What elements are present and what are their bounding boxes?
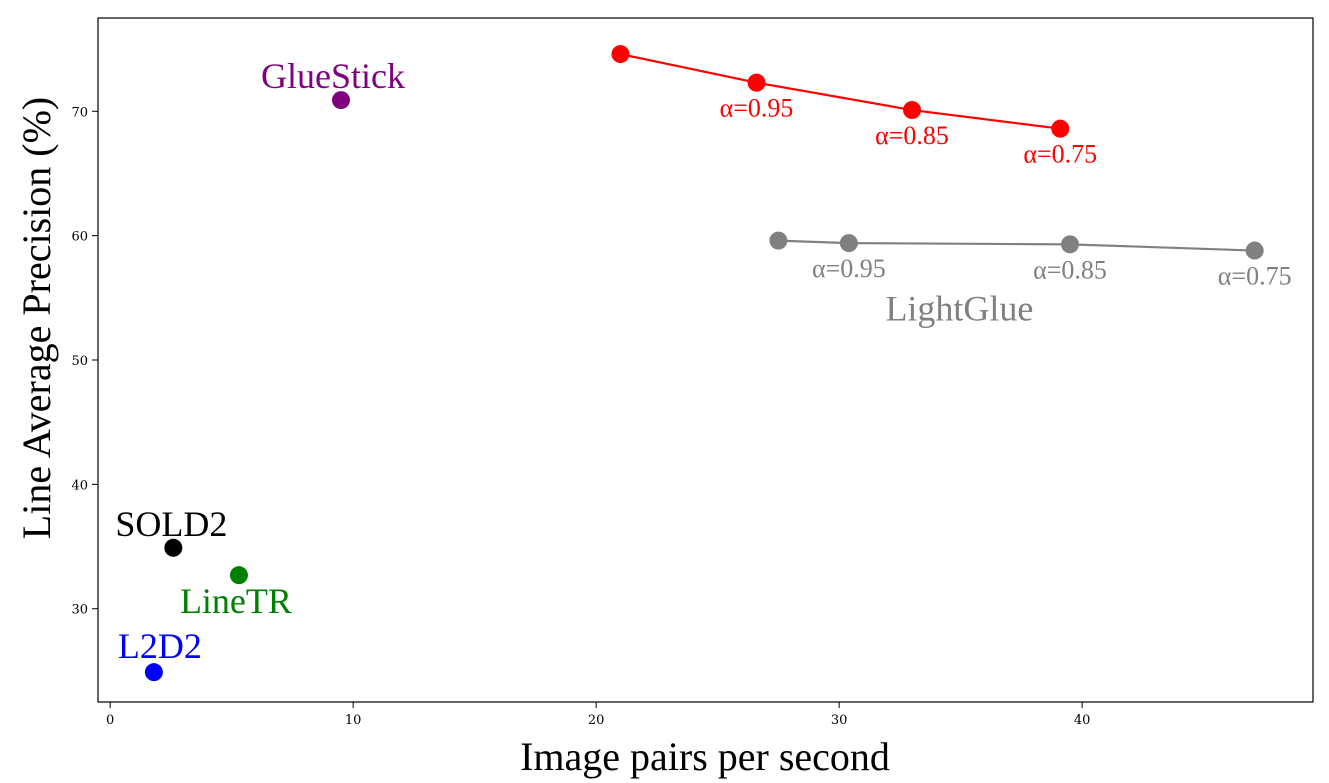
x-tick-label: 0	[106, 713, 114, 728]
x-tick-label: 40	[1074, 713, 1091, 728]
l2d2-name-label: L2D2	[118, 626, 202, 666]
lightglue-line	[778, 239, 1255, 252]
lightglue-name-label: LightGlue	[885, 288, 1033, 328]
lightglue-alpha-label: α=0.95	[812, 254, 886, 283]
lightglue-point	[1061, 235, 1079, 254]
y-tick-label: 60	[71, 230, 88, 245]
lightgluestick-alpha-label: α=0.75	[1023, 140, 1097, 169]
sold2-point	[164, 538, 183, 557]
lightglue-alpha-label: α=0.75	[1218, 262, 1292, 291]
gluestick-point	[332, 91, 350, 110]
l2d2-point	[144, 663, 163, 682]
x-tick-label: 10	[345, 713, 362, 728]
lightglue-point	[839, 234, 858, 253]
lightgluestick-alpha-label: α=0.85	[875, 121, 949, 150]
x-tick-label: 20	[588, 713, 605, 728]
lightglue-point	[1245, 241, 1264, 260]
sold2-name-label: SOLD2	[115, 504, 227, 544]
y-tick-label: 50	[71, 354, 88, 369]
y-axis-title: Line Average Precision (%)	[14, 97, 59, 539]
y-tick-label: 30	[71, 603, 88, 618]
lightglue-alpha-label: α=0.85	[1033, 255, 1107, 284]
linetr-point	[229, 566, 248, 585]
lightgluestick-alpha-label: α=0.95	[720, 94, 794, 123]
lightgluestick-point	[611, 45, 630, 64]
lightgluestick-line	[620, 52, 1061, 130]
lightgluestick-point	[747, 73, 766, 92]
lightgluestick-point	[1051, 119, 1070, 138]
x-axis-title: Image pairs per second	[520, 734, 890, 779]
x-tick-label: 30	[831, 713, 848, 728]
lightglue-point	[769, 231, 788, 250]
lightgluestick-point	[903, 101, 922, 120]
y-tick-label: 70	[71, 105, 88, 120]
linetr-name-label: LineTR	[180, 581, 292, 621]
gluestick-name-label: GlueStick	[261, 56, 405, 96]
plot-area: 0 10 20 30 40 30 40 50 60 70 α=0.95 α=0.85 α=0.75 Lig…	[71, 17, 1314, 728]
y-tick-label: 40	[71, 478, 88, 493]
